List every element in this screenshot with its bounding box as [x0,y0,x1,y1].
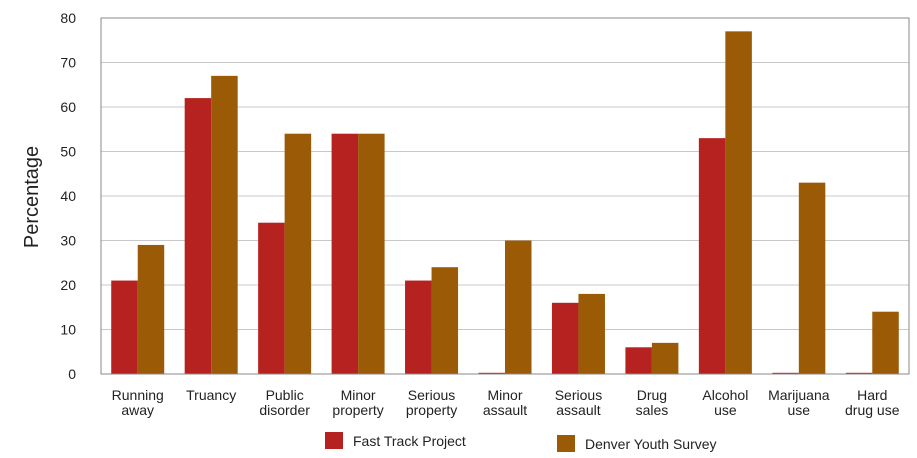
category-label: Serious [555,387,602,403]
y-tick-label: 40 [60,188,76,204]
category-label: Public [266,387,304,403]
category-label: assault [556,402,600,418]
bar-denver-2 [284,133,312,374]
category-label: use [714,402,737,418]
bars [111,31,899,374]
bar-fast-track-9 [772,372,799,374]
bar-fast-track-10 [845,372,873,374]
bar-fast-track-7 [625,347,652,374]
bar-fast-track-0 [111,280,138,374]
y-tick-labels: 0 10 20 30 40 50 60 70 80 [60,10,76,382]
category-label: disorder [259,402,310,418]
y-tick-label: 20 [60,277,76,293]
bar-denver-3 [358,133,385,374]
plot-frame [100,17,910,375]
bar-denver-7 [651,342,679,374]
bar-fast-track-4 [405,280,432,374]
y-tick-label: 50 [60,144,76,160]
bar-fast-track-2 [258,222,285,374]
bar-denver-1 [211,75,238,374]
y-tick-label: 60 [60,99,76,115]
category-label: Marijuana [768,387,830,403]
category-label: Running [112,387,164,403]
axes [100,17,910,375]
category-label: Alcohol [702,387,748,403]
legend-swatch [557,435,575,452]
legend: Fast Track Project Denver Youth Survey [325,432,717,452]
y-tick-label: 30 [60,233,76,249]
category-label: Drug [637,387,667,403]
bar-denver-6 [578,293,605,374]
bar-denver-0 [137,244,165,374]
legend-label: Fast Track Project [353,433,466,449]
category-label: Minor [341,387,376,403]
bar-denver-8 [725,31,752,374]
category-label: drug use [845,402,900,418]
category-label: use [788,402,811,418]
legend-swatch [325,432,343,449]
bar-denver-10 [872,311,899,374]
y-tick-label: 80 [60,10,76,26]
bar-denver-5 [505,240,532,374]
category-label: assault [483,402,527,418]
category-label: Serious [408,387,455,403]
y-tick-label: 0 [68,366,76,382]
bar-fast-track-3 [331,133,359,374]
bar-denver-9 [798,182,826,374]
bar-fast-track-5 [478,372,505,374]
category-label: Hard [857,387,887,403]
category-label: Truancy [186,387,236,403]
y-tick-label: 10 [60,322,76,338]
bar-fast-track-1 [184,98,212,374]
y-tick-label: 70 [60,55,76,71]
y-axis-label: Percentage [21,146,43,248]
bar-fast-track-8 [698,138,726,374]
category-label: property [406,402,457,418]
category-label: property [332,402,383,418]
legend-label: Denver Youth Survey [585,436,717,452]
category-label: away [121,402,154,418]
category-label: Minor [487,387,522,403]
bar-fast-track-6 [551,302,579,374]
bar-denver-4 [431,267,459,374]
category-label: sales [636,402,669,418]
